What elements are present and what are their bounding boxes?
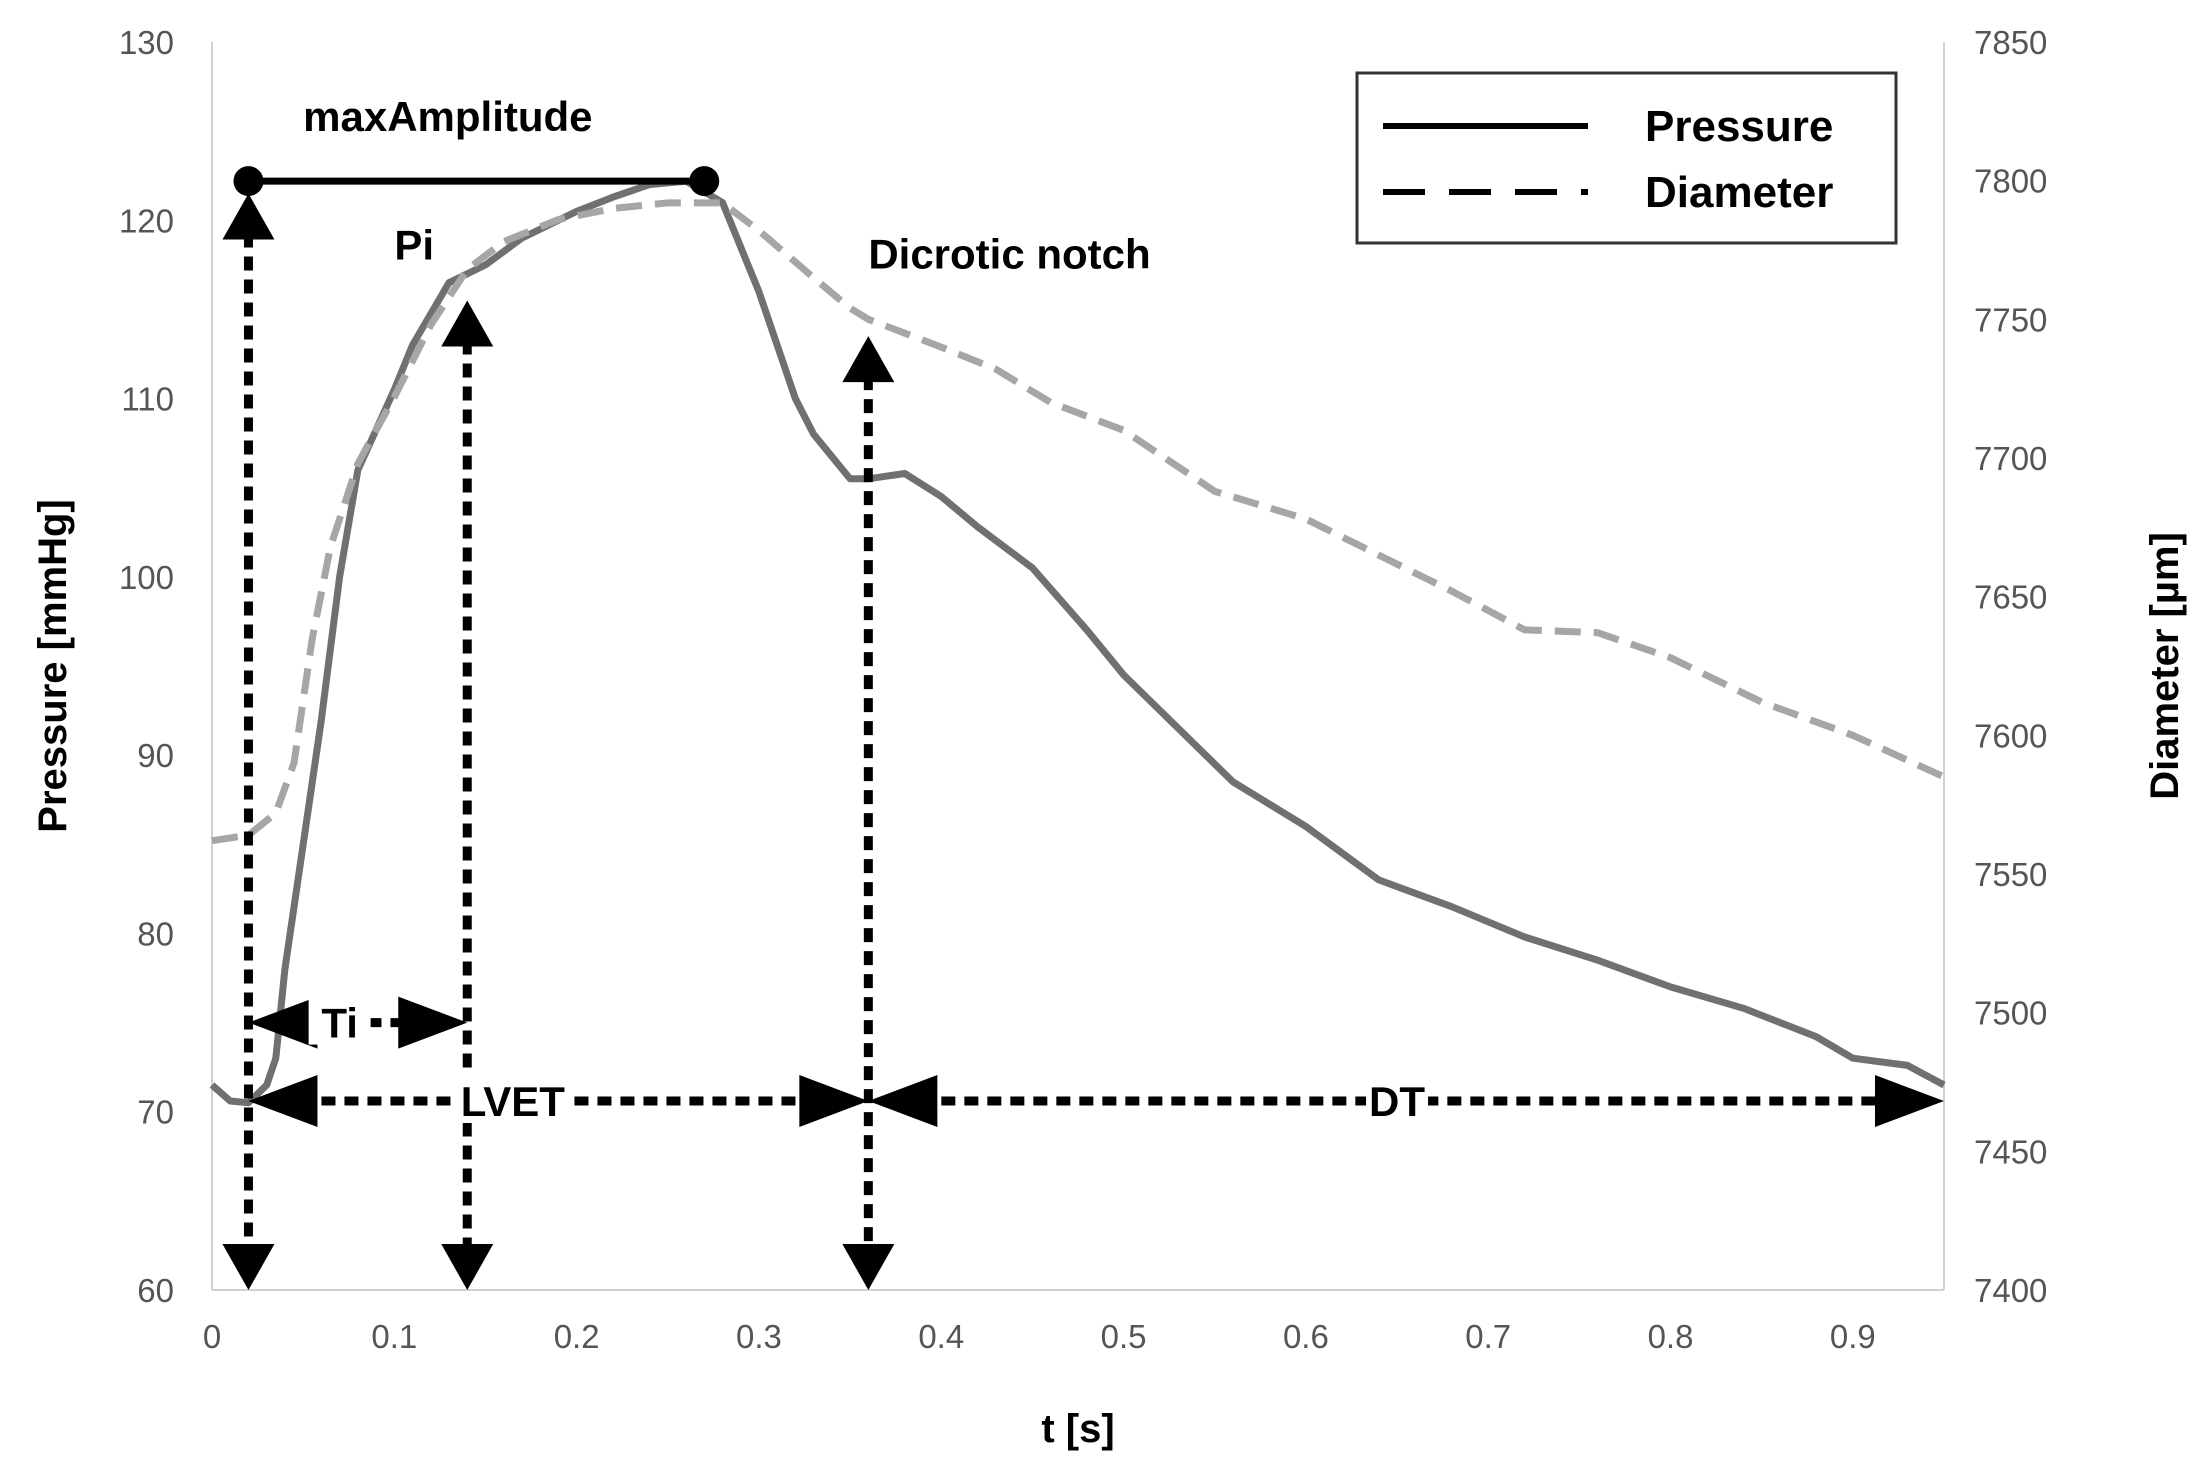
- annotation-bg-lvet: [455, 1073, 570, 1124]
- axes-group: 0 0.1 0.2 0.3 0.4 0.5 0.6 0.7 0.8 0.9 60 70 80 90 100 1…: [31, 24, 2187, 1451]
- y-tick-label: 100: [119, 559, 174, 596]
- y2-tick-label: 7750: [1974, 301, 2047, 338]
- y2-tick-label: 7400: [1974, 1272, 2047, 1309]
- series-group: [209, 177, 1946, 1107]
- y2-tick-label: 7550: [1974, 856, 2047, 893]
- y-tick-label: 120: [119, 202, 174, 239]
- max-amplitude-end-dot: [689, 166, 720, 197]
- horizontal-arrow-head-left-dt: [868, 1075, 938, 1128]
- y2-tick-label: 7650: [1974, 579, 2047, 616]
- vertical-arrow-head-down-2: [842, 1244, 895, 1290]
- x-tick-label: 0.8: [1648, 1318, 1694, 1355]
- x-axis-title: t [s]: [1041, 1407, 1114, 1451]
- y-axis-title: Pressure [mmHg]: [31, 499, 75, 832]
- x-tick-label: 0.3: [736, 1318, 782, 1355]
- x-tick-label: 0.5: [1101, 1318, 1147, 1355]
- horizontal-arrow-head-right-lvet: [799, 1075, 869, 1128]
- legend-label-pressure: Pressure: [1645, 102, 1833, 151]
- annotation-dt: DT: [1369, 1078, 1425, 1125]
- vertical-arrow-head-up-1: [441, 300, 494, 347]
- vertical-arrow-head-up-2: [842, 336, 895, 383]
- annotation-bg-ti: [308, 994, 371, 1045]
- x-tick-label: 0.2: [554, 1318, 600, 1355]
- annotations-group: maxAmplitude Pi Dicrotic notch Ti LVET DT: [303, 93, 1429, 1125]
- legend: Pressure Diameter: [1355, 71, 1898, 245]
- annotation-bg-dt: [1366, 1073, 1429, 1124]
- vertical-arrow-head-down-1: [441, 1244, 494, 1290]
- horizontal-arrow-head-left-lvet: [248, 1075, 318, 1128]
- legend-box: [1355, 71, 1898, 245]
- annotation-pi: Pi: [394, 222, 434, 269]
- y-tick-label: 90: [137, 737, 174, 774]
- horizontal-arrow-head-right-dt: [1875, 1075, 1944, 1128]
- x-tick-label: 0.1: [371, 1318, 417, 1355]
- y2-tick-label: 7800: [1974, 163, 2047, 200]
- horizontal-arrow-head-left-ti: [248, 996, 318, 1049]
- x-tick-label: 0.6: [1283, 1318, 1329, 1355]
- y2-tick-label: 7450: [1974, 1133, 2047, 1170]
- max-amplitude-start-dot: [233, 166, 264, 197]
- x-tick-label: 0.9: [1830, 1318, 1876, 1355]
- horizontal-arrow-head-right-ti: [398, 996, 468, 1049]
- vertical-arrow-head-down-0: [222, 1244, 275, 1290]
- y2-axis-title: Diameter [µm]: [2143, 532, 2187, 800]
- y-tick-label: 130: [119, 24, 174, 61]
- y-tick-label: 70: [137, 1094, 174, 1131]
- annotation-ti: Ti: [321, 1000, 358, 1047]
- x-tick-label: 0.7: [1465, 1318, 1511, 1355]
- y2-tick-label: 7850: [1974, 24, 2047, 61]
- series-line-diameter: [211, 199, 1946, 845]
- annotation-dicrotic-notch: Dicrotic notch: [868, 230, 1150, 277]
- annotation-lvet: LVET: [461, 1078, 566, 1125]
- y-tick-label: 60: [137, 1272, 174, 1309]
- y-tick-label: 110: [121, 381, 174, 418]
- x-tick-label: 0: [203, 1318, 221, 1355]
- y2-tick-label: 7700: [1974, 440, 2047, 477]
- vertical-arrow-head-up-0: [222, 193, 275, 240]
- y2-tick-label: 7500: [1974, 995, 2047, 1032]
- y-tick-label: 80: [137, 915, 174, 952]
- annotation-maxamplitude: maxAmplitude: [303, 93, 592, 140]
- x-tick-label: 0.4: [918, 1318, 964, 1355]
- y2-tick-label: 7600: [1974, 717, 2047, 754]
- legend-label-diameter: Diameter: [1645, 168, 1833, 217]
- series-line-pressure: [209, 177, 1946, 1107]
